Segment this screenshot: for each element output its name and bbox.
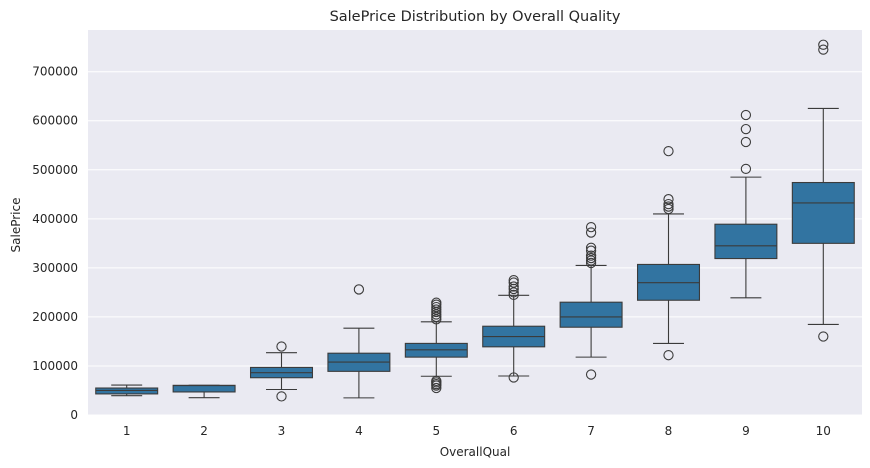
- outlier-point: [740, 123, 752, 135]
- outlier-point: [431, 375, 442, 387]
- y-tick-label: 700000: [32, 65, 78, 79]
- outlier-point: [663, 203, 674, 215]
- outlier-point: [585, 257, 597, 269]
- outlier-point: [353, 284, 365, 295]
- outlier-point: [431, 382, 442, 394]
- outlier-point: [585, 222, 597, 233]
- y-tick-label: 500000: [32, 163, 78, 177]
- outlier-point: [508, 372, 519, 383]
- outlier-point: [663, 350, 674, 361]
- outlier-point: [431, 304, 442, 315]
- box-group-2: [172, 384, 236, 399]
- outlier-point: [431, 309, 442, 320]
- box-group-5: [404, 297, 468, 394]
- outlier-point: [508, 277, 519, 288]
- box-plots: [95, 39, 855, 402]
- outlier-point: [508, 274, 519, 286]
- x-tick-label: 6: [510, 424, 518, 438]
- outlier-point: [431, 297, 442, 308]
- outlier-point: [740, 109, 752, 121]
- outlier-point: [276, 391, 287, 402]
- outlier-point: [585, 252, 597, 264]
- x-tick-label: 3: [278, 424, 286, 438]
- x-tick-label: 4: [355, 424, 363, 438]
- outlier-point: [585, 369, 597, 380]
- y-tick-label: 300000: [32, 261, 78, 275]
- outlier-point: [276, 341, 287, 352]
- box-iqr: [791, 181, 855, 244]
- box-iqr: [95, 387, 159, 395]
- x-tick-label: 7: [587, 424, 595, 438]
- box-group-1: [95, 384, 159, 397]
- y-axis-label: SalePrice: [9, 198, 23, 253]
- box-group-10: [791, 39, 855, 342]
- outlier-point: [431, 311, 442, 323]
- box-group-9: [714, 109, 778, 299]
- grid-lines: [88, 71, 862, 416]
- x-tick-labels: 1 2 3 4 5 6 7 8 9 10: [123, 424, 831, 438]
- x-tick-label: 2: [200, 424, 208, 438]
- outlier-point: [663, 198, 674, 210]
- y-tick-label: 100000: [32, 359, 78, 373]
- outlier-point: [508, 287, 519, 298]
- x-tick-label: 9: [742, 424, 750, 438]
- outlier-point: [431, 301, 442, 313]
- outlier-point: [663, 201, 674, 212]
- chart-title: SalePrice Distribution by Overall Qualit…: [330, 9, 621, 25]
- outlier-point: [740, 163, 752, 175]
- y-tick-label: 400000: [32, 212, 78, 226]
- box-group-6: [482, 274, 546, 383]
- y-tick-label: 0: [70, 408, 78, 422]
- box-iqr: [172, 384, 236, 393]
- x-tick-label: 1: [123, 424, 131, 438]
- outlier-point: [431, 314, 442, 325]
- outlier-point: [508, 281, 519, 292]
- outlier-point: [585, 227, 597, 238]
- outlier-point: [663, 194, 674, 205]
- outlier-point: [818, 39, 829, 50]
- box-group-4: [327, 284, 391, 399]
- y-tick-labels: 0 100000 200000 300000 400000 500000 600000 700…: [32, 65, 78, 422]
- y-tick-label: 200000: [32, 310, 78, 324]
- x-tick-label: 8: [665, 424, 673, 438]
- x-tick-label: 10: [816, 424, 831, 438]
- x-axis-label: OverallQual: [440, 445, 511, 459]
- plot-background: [88, 30, 862, 415]
- box-iqr: [714, 223, 778, 260]
- outlier-point: [508, 289, 519, 300]
- outlier-point: [663, 145, 674, 157]
- outlier-point: [585, 255, 597, 266]
- outlier-point: [585, 245, 597, 256]
- box-group-3: [249, 341, 314, 402]
- y-tick-label: 600000: [32, 114, 78, 128]
- x-tick-label: 5: [432, 424, 440, 438]
- box-iqr: [559, 301, 623, 328]
- outlier-point: [818, 44, 829, 55]
- outlier-point: [585, 250, 597, 261]
- outlier-point: [585, 242, 597, 253]
- outlier-point: [740, 136, 752, 148]
- box-group-7: [559, 222, 623, 380]
- outlier-point: [818, 331, 829, 342]
- box-group-8: [636, 145, 701, 361]
